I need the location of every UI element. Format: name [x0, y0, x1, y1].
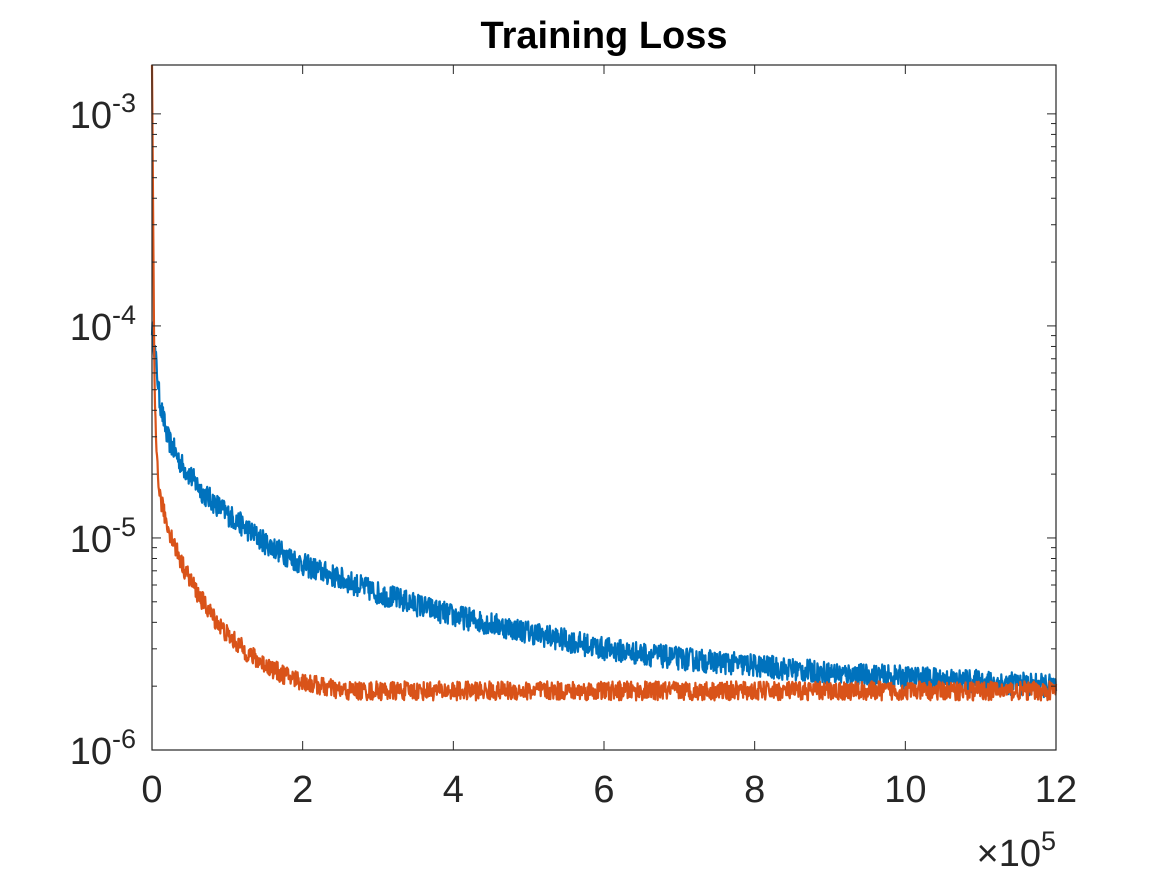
x-tick-label: 2 — [292, 769, 313, 811]
chart-title: Training Loss — [480, 15, 727, 57]
y-tick-label: 10-3 — [70, 88, 136, 137]
x-tick-label: 0 — [141, 769, 162, 811]
y-tick-label: 10-4 — [70, 300, 136, 349]
x-tick-label: 4 — [443, 769, 464, 811]
axis-layer: 0 2 4 6 8 10 12 10-6 10-5 10-4 10-3 — [70, 65, 1077, 811]
y-tick-label: 10-5 — [70, 512, 136, 561]
x-tick-label: 6 — [593, 769, 614, 811]
x-multiplier-label: ×105 — [977, 826, 1057, 875]
y-tick-label: 10-6 — [70, 724, 136, 773]
series-layer — [150, 64, 1058, 702]
series-line-1 — [150, 321, 1058, 699]
x-tick-label: 8 — [744, 769, 765, 811]
series-line-2 — [150, 64, 1058, 702]
x-tick-label: 10 — [884, 769, 926, 811]
plot-frame — [151, 64, 1057, 751]
x-tick-label: 12 — [1035, 769, 1077, 811]
plot-area — [152, 65, 1056, 750]
